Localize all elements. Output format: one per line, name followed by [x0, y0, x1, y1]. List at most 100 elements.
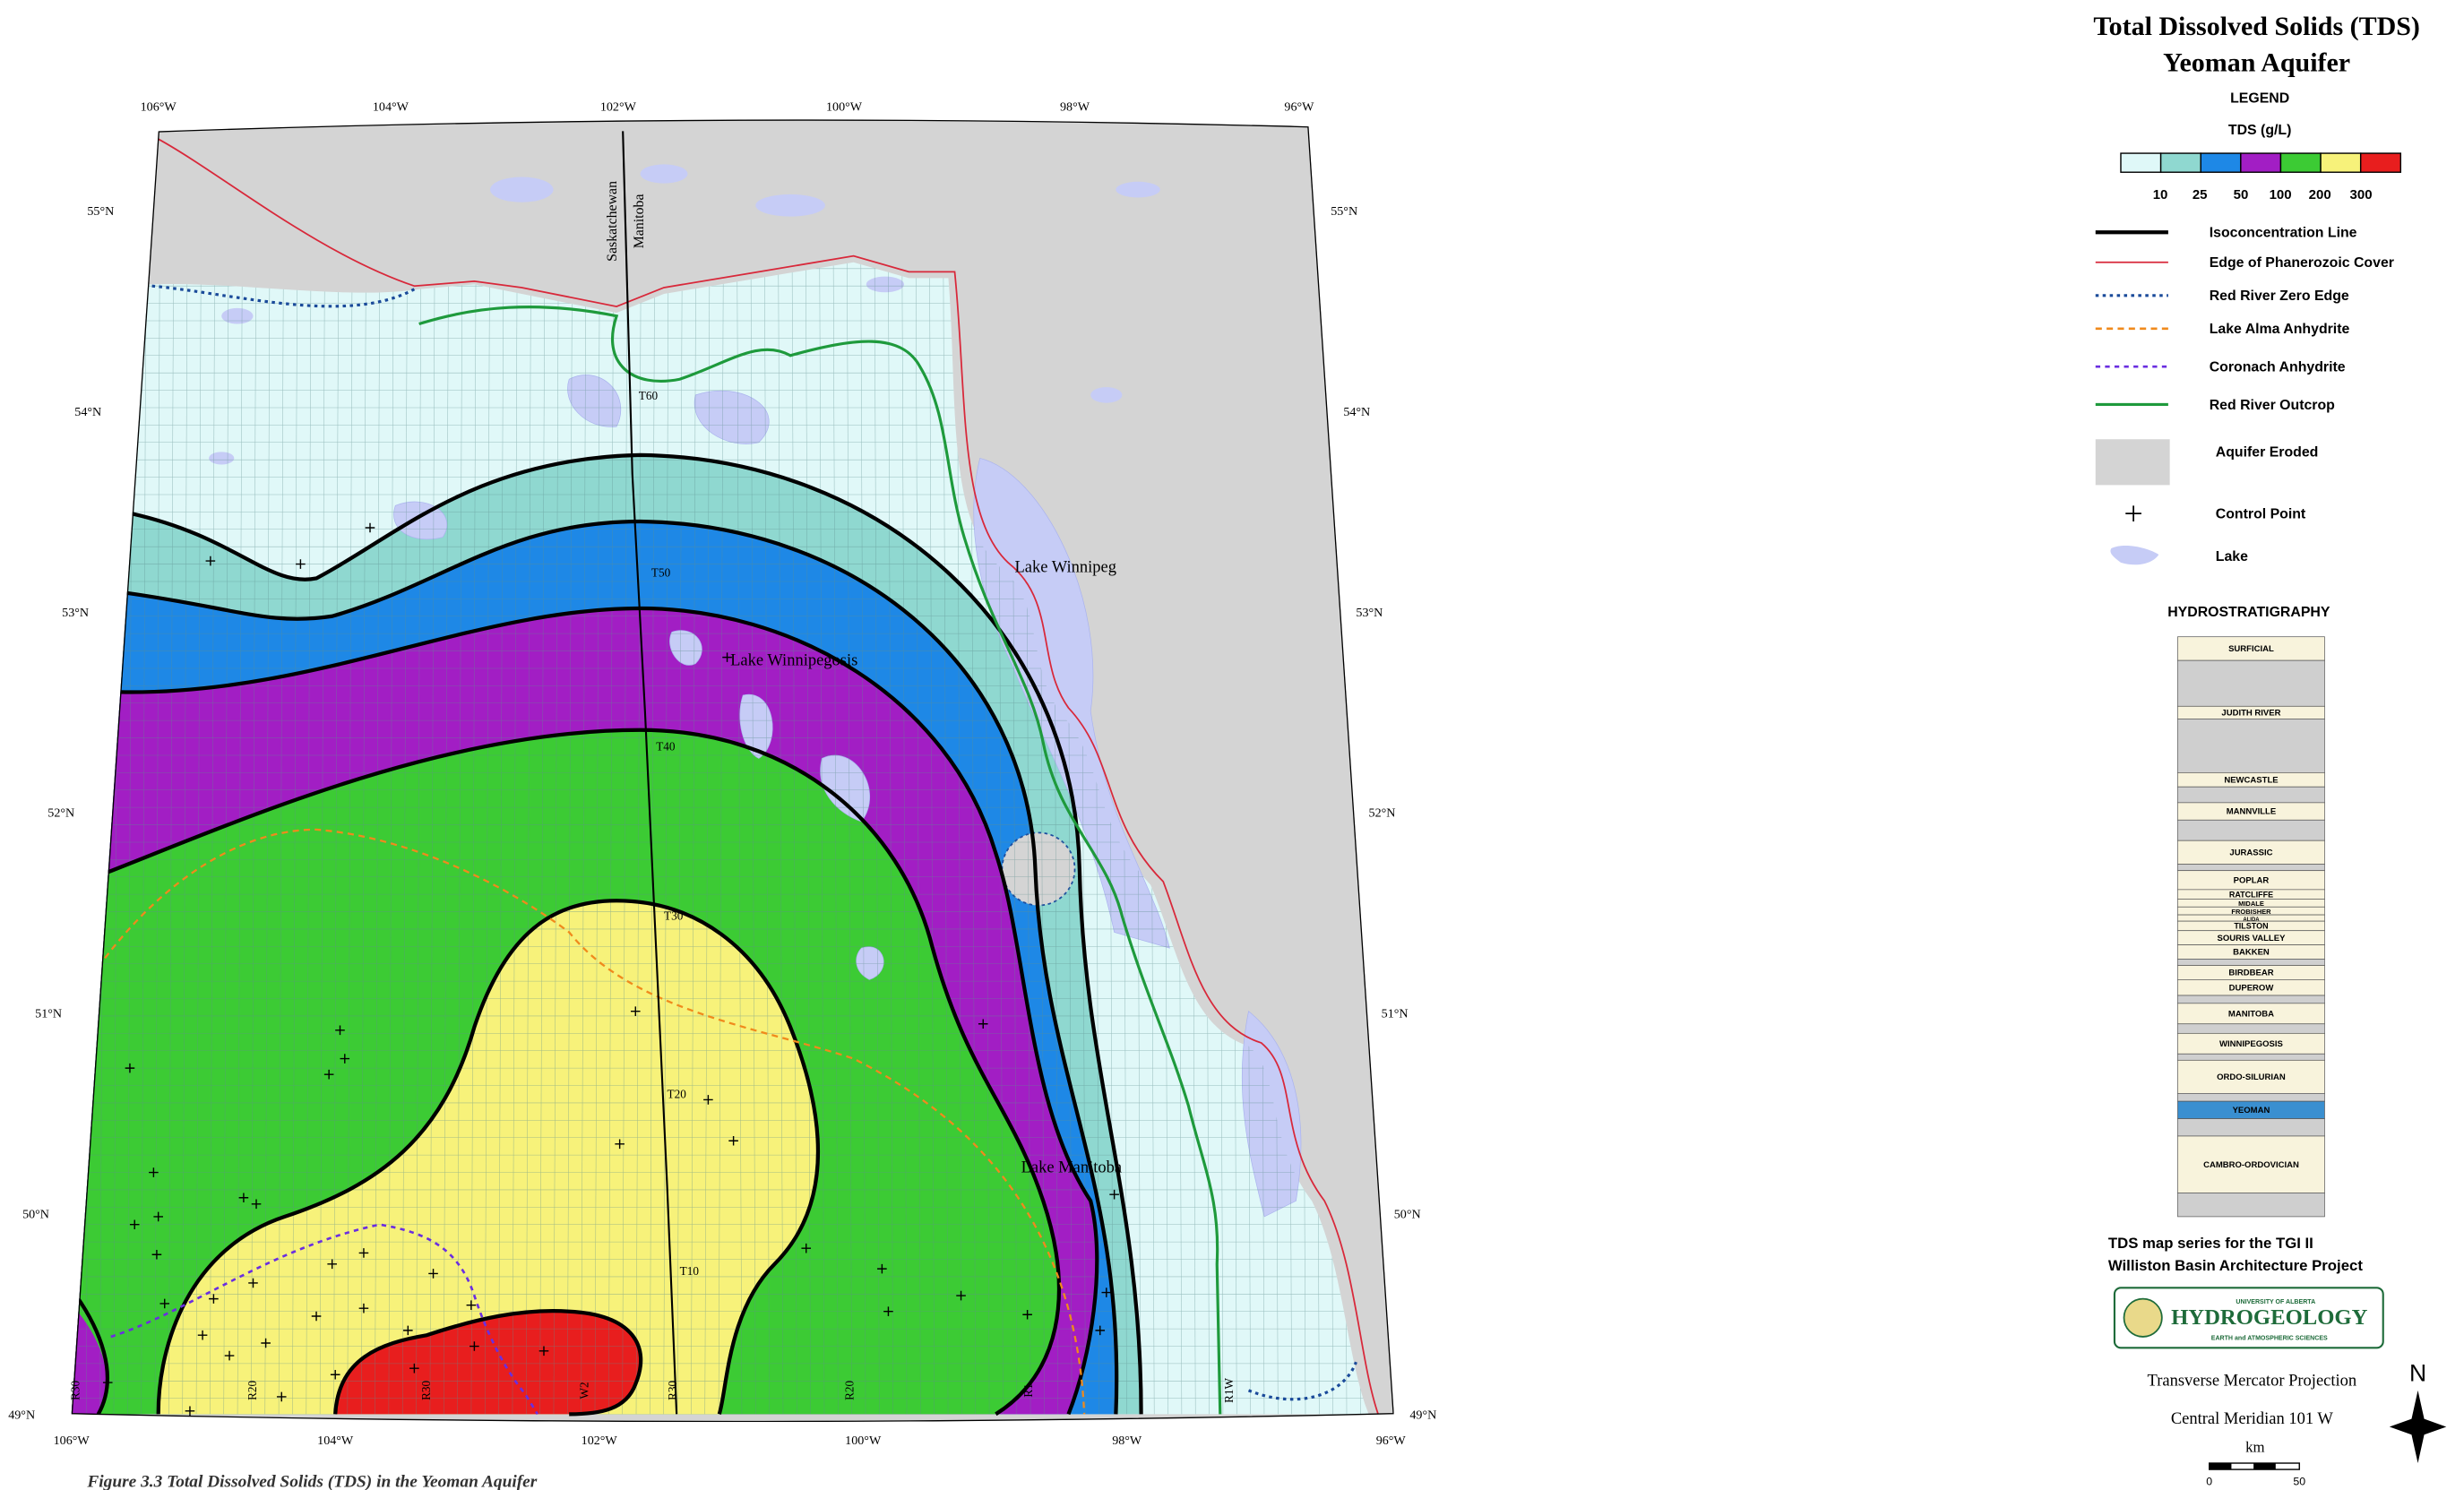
legend-symbol [2125, 505, 2141, 521]
scale-unit: km [2245, 1439, 2264, 1456]
projection: Transverse Mercator Projection [2148, 1373, 2357, 1391]
strat-unit-label: JUDITH RIVER [2221, 709, 2280, 719]
strat-unit-label: YEOMAN [2233, 1106, 2270, 1115]
lake [755, 194, 825, 217]
strat-unit-label: POPLAR [2234, 875, 2270, 885]
tds-scale-tick: 25 [2193, 187, 2208, 202]
legend-item: Coronach Anhydrite [2210, 359, 2346, 375]
longitude-label: 104°W [317, 1434, 354, 1448]
lake [209, 452, 234, 464]
strat-unit-label: TILSTON [2234, 922, 2268, 931]
latitude-label: 51°N [1382, 1007, 1409, 1021]
tds-scale-tick: 10 [2153, 187, 2168, 202]
strat-gap [2177, 660, 2324, 706]
legend-item: Aquifer Eroded [2216, 445, 2319, 461]
township-label: T10 [680, 1264, 700, 1278]
longitude-label: 100°W [845, 1434, 882, 1448]
range-label: R30 [69, 1380, 82, 1400]
township-label: T50 [651, 566, 671, 580]
province-label: Saskatchewan [605, 181, 620, 262]
lake [866, 277, 904, 293]
tds-scale-swatch [2161, 153, 2201, 172]
latitude-label: 50°N [1394, 1208, 1421, 1222]
lake [1116, 182, 1159, 198]
footer-text: Williston Basin Architecture Project [2108, 1257, 2363, 1274]
latitude-label: 55°N [1331, 204, 1357, 219]
north-arrow [2390, 1391, 2446, 1463]
tds-scale-swatch [2201, 153, 2241, 172]
strat-unit-label: CAMBRO-ORDOVICIAN [2203, 1160, 2299, 1170]
tds-scale-swatch [2361, 153, 2401, 172]
strat-unit-label: ORDO-SILURIAN [2217, 1072, 2286, 1082]
township-label: T40 [656, 740, 676, 754]
province-label: Manitoba [632, 194, 647, 248]
strat-unit-label: DUPEROW [2229, 983, 2274, 993]
strat-gap [2177, 1024, 2324, 1034]
strat-unit-label: MANNVILLE [2227, 807, 2277, 817]
latitude-label: 50°N [22, 1208, 49, 1222]
lake-label: Lake Winnipegosis [730, 651, 857, 669]
longitude-label: 104°W [373, 99, 409, 114]
legend-item: Isoconcentration Line [2210, 226, 2357, 241]
latitude-label: 49°N [8, 1408, 35, 1423]
strat-gap [2177, 719, 2324, 772]
range-label: R30 [419, 1380, 433, 1400]
latitude-label: 54°N [1343, 405, 1370, 419]
township-label: T60 [639, 389, 659, 402]
legend-item: Edge of Phanerozoic Cover [2210, 255, 2394, 271]
longitude-label: 98°W [1060, 99, 1090, 114]
latitude-label: 55°N [87, 204, 114, 219]
legend-item: Red River Outcrop [2210, 398, 2335, 413]
lake-label: Lake Winnipeg [1015, 558, 1116, 576]
title: Yeoman Aquifer [2163, 47, 2350, 77]
map-sheet: 106°W104°W102°W100°W98°W96°W106°W104°W10… [0, 0, 2464, 1490]
strat-gap [2177, 1054, 2324, 1060]
strat-unit-label: JURASSIC [2229, 848, 2272, 858]
township-label: T20 [668, 1088, 687, 1101]
tds-scale-tick: 100 [2270, 187, 2292, 202]
footer-text: TDS map series for the TGI II [2108, 1235, 2313, 1252]
township-label: T30 [664, 909, 684, 922]
legend-symbol [2096, 439, 2170, 485]
lake [1090, 387, 1122, 403]
latitude-label: 49°N [1409, 1408, 1436, 1423]
longitude-label: 102°W [600, 99, 637, 114]
strat-title: HYDROSTRATIGRAPHY [2167, 605, 2330, 620]
legend-item: Red River Zero Edge [2210, 289, 2349, 304]
logo-text: HYDROGEOLOGY [2171, 1305, 2368, 1330]
legend-item: Control Point [2216, 506, 2306, 521]
grid-line [1383, 253, 1388, 1422]
map-body [59, 119, 1407, 1422]
latitude-label: 51°N [35, 1007, 62, 1021]
longitude-label: 96°W [1376, 1434, 1407, 1448]
strat-gap [2177, 820, 2324, 840]
range-label: R20 [246, 1380, 259, 1400]
longitude-label: 106°W [54, 1434, 90, 1448]
longitude-label: 100°W [826, 99, 863, 114]
range-label: R1 [1021, 1383, 1035, 1397]
strat-unit-label: BIRDBEAR [2228, 969, 2273, 978]
legend-heading: LEGEND [2230, 91, 2289, 107]
north-label: N [2409, 1359, 2426, 1386]
range-label: W2 [577, 1382, 590, 1399]
latitude-label: 53°N [62, 606, 89, 620]
lake [490, 177, 554, 202]
strat-unit-label: MANITOBA [2228, 1009, 2274, 1019]
page: {"title":{"line1":"Total Dissolved Solid… [0, 0, 2464, 1490]
latitude-label: 54°N [74, 405, 101, 419]
range-label: R1W [1222, 1377, 1236, 1402]
legend-item: Lake Alma Anhydrite [2210, 322, 2350, 337]
scale-bar [2210, 1463, 2232, 1469]
tds-scale-tick: 300 [2350, 187, 2373, 202]
tds-scale-swatch [2121, 153, 2161, 172]
longitude-label: 102°W [582, 1434, 618, 1448]
strat-unit-label: SOURIS VALLEY [2217, 934, 2286, 943]
strat-unit-label: NEWCASTLE [2224, 775, 2278, 785]
legend-symbol [2110, 546, 2158, 564]
grid-line [59, 253, 64, 1422]
range-label: R20 [843, 1380, 857, 1400]
logo-text: EARTH and ATMOSPHERIC SCIENCES [2211, 1335, 2328, 1341]
lake [221, 308, 253, 324]
strat-unit-label: FROBISHER [2231, 908, 2271, 916]
scale-tick: 0 [2206, 1476, 2212, 1488]
